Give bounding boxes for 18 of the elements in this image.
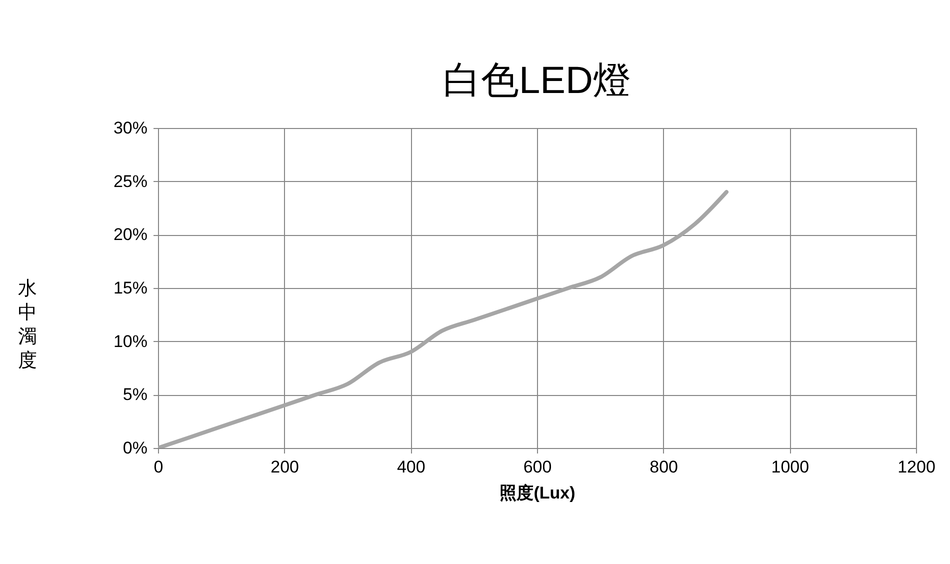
x-tick-label: 1200	[898, 458, 936, 476]
y-tick-label: 30%	[113, 118, 148, 138]
x-tick-label: 400	[396, 458, 426, 476]
y-tick-label: 25%	[113, 172, 148, 191]
y-tick-label: 15%	[113, 278, 148, 298]
x-tick-label: 0	[154, 458, 164, 476]
x-tick-label: 600	[523, 458, 552, 476]
x-axis-title: 照度(Lux)	[500, 484, 576, 502]
chart-title: 白色LED燈	[443, 60, 631, 102]
line-series	[158, 190, 728, 448]
x-tick-label: 800	[650, 458, 678, 476]
x-tick-label: 200	[270, 458, 300, 476]
y-tick-label: 20%	[113, 225, 148, 244]
y-tick-label: 0%	[122, 438, 148, 458]
x-tick-label: 1000	[771, 458, 810, 476]
y-axis-title: 水中濁度	[18, 278, 37, 372]
y-tick-label: 10%	[113, 332, 148, 351]
y-tick-label: 5%	[122, 385, 148, 404]
